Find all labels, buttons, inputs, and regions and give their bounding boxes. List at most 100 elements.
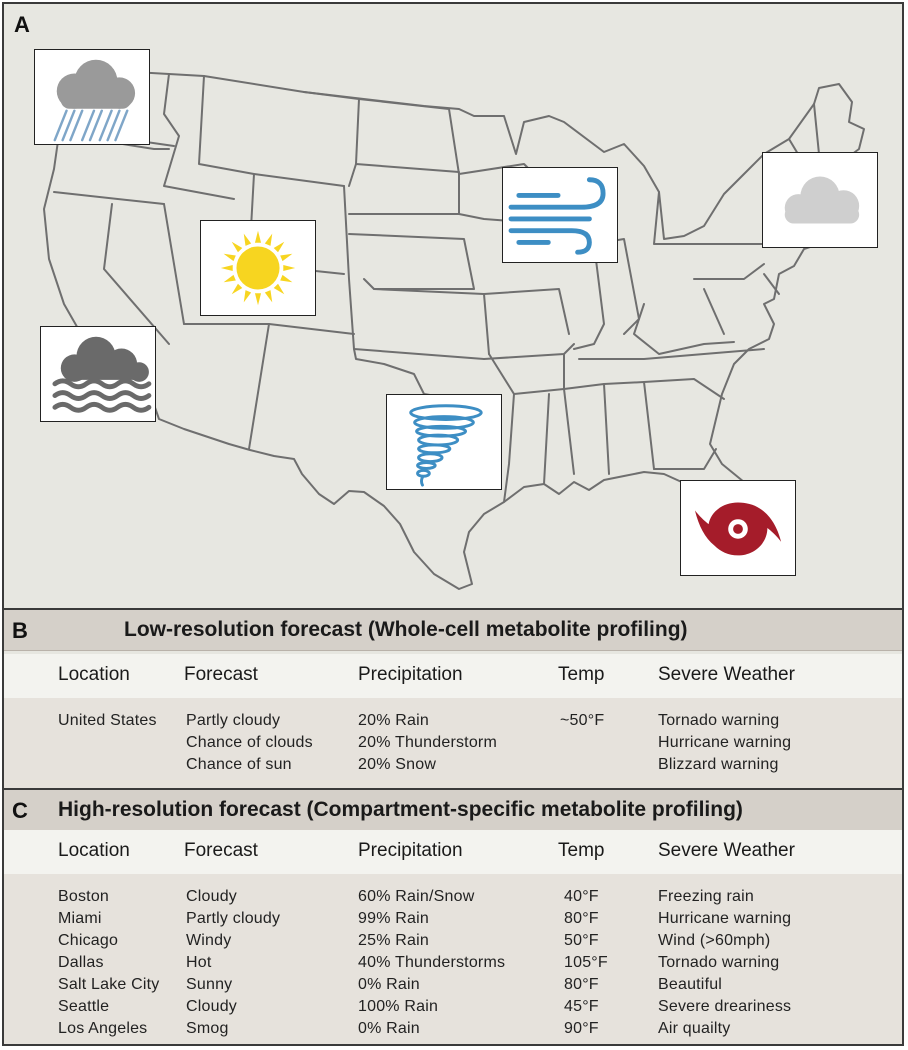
tornado-icon [409, 404, 483, 487]
table-cell-precipitation: 0% Rain [358, 976, 420, 993]
table-cell-severe: Blizzard warning [658, 756, 779, 773]
sun-ray [264, 233, 273, 246]
table-cell-severe: Hurricane warning [658, 910, 792, 927]
table-cell-severe: Tornado warning [658, 954, 780, 971]
table-cell-precipitation: 25% Rain [358, 932, 429, 949]
panel-c-header-row: Location Forecast Precipitation Temp Sev… [4, 830, 902, 874]
smog-icon [52, 336, 152, 413]
col-header-location: Location [58, 840, 130, 861]
col-header-location: Location [58, 664, 130, 685]
sun-ray [231, 283, 243, 295]
panel-c-letter: C [12, 798, 28, 823]
los-angeles-weather-box [40, 326, 156, 422]
sun-ray [243, 233, 252, 246]
boston-weather-box [762, 152, 878, 248]
hurricane-icon [694, 502, 782, 556]
table-cell-location: Los Angeles [58, 1020, 148, 1037]
table-cell-forecast: Cloudy [186, 888, 238, 905]
table-cell-temp: ~50°F [560, 712, 605, 729]
sun-ray [231, 241, 243, 253]
table-cell-forecast: Hot [186, 954, 212, 971]
table-cell-forecast: Cloudy [186, 998, 238, 1015]
table-cell-severe: Tornado warning [658, 712, 780, 729]
table-cell-location: Seattle [58, 998, 110, 1015]
panel-a-map: A [4, 4, 902, 610]
col-header-precipitation: Precipitation [358, 840, 463, 861]
table-cell-precipitation: 20% Snow [358, 756, 437, 773]
table-cell-precipitation: 60% Rain/Snow [358, 888, 475, 905]
table-cell-forecast: Partly cloudy [186, 910, 281, 927]
sun-ray [223, 274, 236, 283]
table-cell-severe: Hurricane warning [658, 734, 792, 751]
sun-ray [243, 290, 252, 303]
cloud-icon [784, 176, 860, 224]
table-cell-temp: 45°F [564, 998, 599, 1015]
rain-cloud-icon [53, 59, 136, 142]
table-cell-location: Chicago [58, 932, 119, 949]
table-cell-forecast: Chance of sun [186, 756, 292, 773]
table-cell-severe: Severe dreariness [658, 998, 792, 1015]
panel-b-letter: B [12, 618, 28, 643]
col-header-precipitation: Precipitation [358, 664, 463, 685]
panel-b-title: Low-resolution forecast (Whole-cell meta… [124, 618, 688, 641]
table-cell-temp: 40°F [564, 888, 599, 905]
col-header-temp: Temp [558, 664, 605, 685]
table-cell-precipitation: 20% Thunderstorm [358, 734, 497, 751]
table-cell-precipitation: 40% Thunderstorms [358, 954, 506, 971]
col-header-temp: Temp [558, 840, 605, 861]
col-header-severe-weather: Severe Weather [658, 664, 795, 685]
table-cell-forecast: Sunny [186, 976, 233, 993]
sun-ray [280, 274, 293, 283]
table-cell-temp: 105°F [564, 954, 608, 971]
sun-ray [273, 241, 285, 253]
table-cell-severe: Freezing rain [658, 888, 754, 905]
table-cell-location: Salt Lake City [58, 976, 160, 993]
table-cell-temp: 50°F [564, 932, 599, 949]
table-cell-location: United States [58, 712, 157, 729]
panel-b-title-bar: B Low-resolution forecast (Whole-cell me… [4, 610, 902, 651]
table-cell-forecast: Partly cloudy [186, 712, 281, 729]
dallas-weather-box [386, 394, 502, 490]
table-cell-precipitation: 0% Rain [358, 1020, 420, 1037]
table-cell-severe: Wind (>60mph) [658, 932, 771, 949]
panel-c-title: High-resolution forecast (Compartment-sp… [58, 798, 743, 821]
seattle-weather-box [34, 49, 150, 145]
panel-a-letter: A [14, 12, 30, 37]
table-cell-location: Boston [58, 888, 110, 905]
sun-ray [280, 253, 293, 262]
table-cell-precipitation: 20% Rain [358, 712, 429, 729]
col-header-forecast: Forecast [184, 664, 258, 685]
sun-ray [220, 264, 233, 272]
panel-c-title-bar: C High-resolution forecast (Compartment-… [4, 790, 902, 831]
col-header-forecast: Forecast [184, 840, 258, 861]
sun-ray [273, 283, 285, 295]
table-cell-location: Miami [58, 910, 102, 927]
miami-weather-box [680, 480, 796, 576]
sun-ray [264, 290, 273, 303]
table-cell-forecast: Chance of clouds [186, 734, 313, 751]
table-cell-location: Dallas [58, 954, 104, 971]
sun-ray [254, 230, 262, 243]
panel-b-table-body: United States Partly cloudy 20% Rain ~50°F T… [4, 698, 902, 788]
table-cell-forecast: Windy [186, 932, 232, 949]
table-cell-temp: 80°F [564, 976, 599, 993]
table-cell-temp: 90°F [564, 1020, 599, 1037]
salt-lake-city-weather-box [200, 220, 316, 316]
table-cell-temp: 80°F [564, 910, 599, 927]
sun-ray [254, 293, 262, 306]
table-cell-severe: Beautiful [658, 976, 723, 993]
sun-ray [223, 253, 236, 262]
chicago-weather-box [502, 167, 618, 263]
table-cell-precipitation: 100% Rain [358, 998, 439, 1015]
sun-ray [283, 264, 296, 272]
table-cell-precipitation: 99% Rain [358, 910, 429, 927]
col-header-severe-weather: Severe Weather [658, 840, 795, 861]
wind-icon [508, 177, 606, 255]
panel-b-header-row: Location Forecast Precipitation Temp Sev… [4, 654, 902, 698]
sun-icon [220, 230, 296, 306]
panel-c-table-body: Boston Cloudy 60% Rain/Snow 40°F Freezing ra… [4, 874, 902, 1044]
table-cell-forecast: Smog [186, 1020, 229, 1037]
section-divider [4, 788, 902, 790]
table-cell-severe: Air quailty [658, 1020, 731, 1037]
